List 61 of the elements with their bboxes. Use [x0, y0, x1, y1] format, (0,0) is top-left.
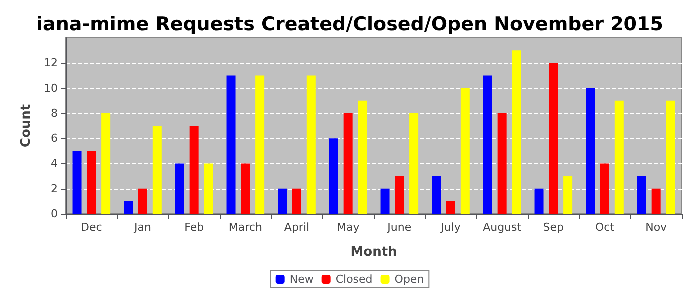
x-tick-label: Jan [134, 221, 152, 234]
x-tick-label: August [483, 221, 522, 234]
bar [226, 76, 236, 214]
bar [138, 188, 148, 214]
bar [395, 176, 404, 214]
bar [241, 164, 250, 214]
bar [72, 151, 82, 214]
bar [124, 201, 134, 214]
legend-label: Open [394, 273, 424, 286]
y-tick-label: 8 [51, 106, 58, 120]
bar [460, 88, 470, 214]
legend-label: Closed [336, 273, 373, 286]
bar [292, 188, 302, 214]
bar [190, 126, 199, 214]
chart-title: iana-mime Requests Created/Closed/Open November 2015 [36, 14, 664, 36]
bar [652, 188, 661, 214]
bar [175, 164, 184, 214]
y-tick-label: 0 [51, 208, 58, 220]
bar [256, 76, 265, 214]
x-tick-label: Dec [81, 221, 102, 234]
bar [614, 100, 624, 214]
x-axis-title: Month [350, 245, 398, 260]
x-tick-label: April [284, 221, 310, 234]
x-tick-label: May [336, 221, 360, 234]
y-tick-label: 12 [44, 56, 58, 70]
x-tick-label: March [228, 221, 262, 234]
bar [329, 138, 338, 214]
bar [380, 188, 390, 214]
bar [410, 113, 419, 214]
bar [512, 50, 522, 214]
bar [549, 63, 558, 214]
bar [204, 164, 214, 214]
bar [666, 100, 676, 214]
bar [446, 201, 456, 214]
x-tick-label: June [386, 221, 412, 234]
y-axis-title: Count [19, 104, 34, 148]
bar [344, 113, 353, 214]
bar [586, 88, 596, 214]
bar [358, 100, 368, 214]
bar [306, 76, 316, 214]
x-tick-label: Oct [595, 221, 616, 234]
bar [637, 176, 646, 214]
y-tick-label: 2 [51, 182, 58, 196]
bar [278, 188, 288, 214]
y-tick-label: 4 [51, 157, 58, 170]
bar [87, 151, 96, 214]
x-tick-label: July [440, 221, 462, 234]
bar [102, 113, 111, 214]
bar [152, 126, 162, 214]
bar [483, 76, 492, 214]
legend-label: New [290, 273, 314, 286]
bar [600, 164, 610, 214]
y-tick-label: 6 [51, 132, 58, 146]
x-tick-label: Sep [543, 221, 564, 234]
bar [432, 176, 442, 214]
bar [564, 176, 573, 214]
bar [498, 113, 507, 214]
x-tick-label: Nov [646, 221, 668, 234]
y-tick-label: 10 [44, 82, 58, 95]
x-tick-label: Feb [184, 221, 204, 234]
bar [534, 188, 544, 214]
